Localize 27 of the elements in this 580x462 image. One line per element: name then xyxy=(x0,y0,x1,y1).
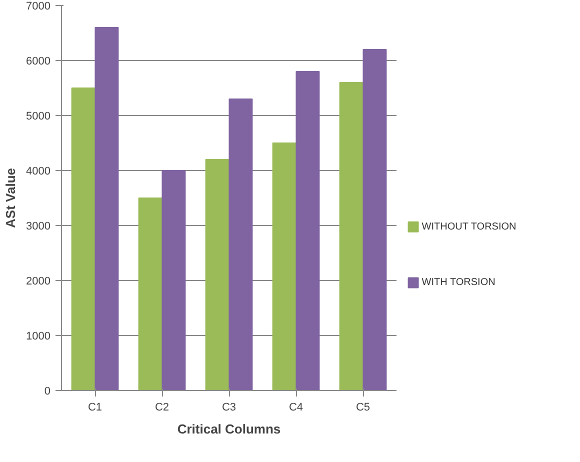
y-tick-label: 5000 xyxy=(26,110,51,122)
y-tick-label: 1000 xyxy=(26,330,51,342)
bar xyxy=(228,98,253,390)
x-tick-label: C1 xyxy=(88,402,102,414)
x-tick-label: C3 xyxy=(222,402,236,414)
y-tick-label: 2000 xyxy=(26,276,51,288)
bar xyxy=(138,198,162,390)
x-tick-label: C2 xyxy=(154,402,170,414)
bar xyxy=(205,159,230,390)
bar xyxy=(362,49,387,390)
x-axis-title: Critical Columns xyxy=(177,422,281,436)
y-tick-label: 7000 xyxy=(26,0,51,12)
y-tick-label: 4000 xyxy=(26,166,51,178)
legend-label: WITHOUT TORSION xyxy=(422,221,516,232)
y-axis-title: ASt Value xyxy=(3,168,18,228)
x-tick-label: C5 xyxy=(356,402,370,414)
y-tick-label: 3000 xyxy=(26,220,51,232)
legend-label: WITH TORSION xyxy=(422,277,496,288)
bar xyxy=(272,142,296,390)
y-tick-label: 0 xyxy=(44,386,51,398)
bar xyxy=(94,27,119,390)
bar xyxy=(296,71,320,390)
y-tick-label: 6000 xyxy=(26,56,51,68)
bar xyxy=(71,88,96,390)
bar xyxy=(162,170,186,390)
bar xyxy=(339,82,364,390)
x-tick-label: C4 xyxy=(288,402,304,414)
